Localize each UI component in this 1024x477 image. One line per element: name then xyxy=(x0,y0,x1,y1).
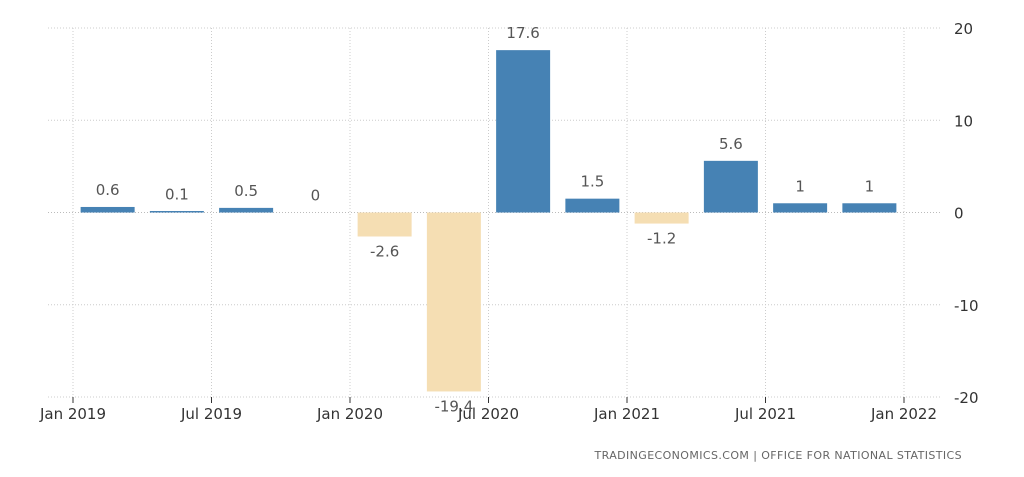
bar xyxy=(496,50,551,213)
x-tick-label: Jan 2022 xyxy=(870,405,937,423)
data-label: -2.6 xyxy=(370,242,399,260)
bars-group xyxy=(80,50,897,392)
y-tick-label: 20 xyxy=(954,20,973,38)
bar xyxy=(773,203,828,213)
y-tick-label: -10 xyxy=(954,297,979,315)
x-tick-label: Jul 2021 xyxy=(734,405,796,423)
y-tick-label: -20 xyxy=(954,389,979,407)
bar xyxy=(80,206,135,213)
bar xyxy=(426,212,481,392)
bar xyxy=(634,212,689,224)
data-label: 1.5 xyxy=(580,173,604,191)
source-footer: TRADINGECONOMICS.COM | OFFICE FOR NATION… xyxy=(594,449,962,462)
bar xyxy=(565,198,620,213)
y-axis: 20 10 0 -10 -20 xyxy=(954,20,979,407)
y-tick-label: 0 xyxy=(954,205,964,223)
x-tick-label: Jul 2020 xyxy=(457,405,519,423)
data-label: 0.6 xyxy=(96,181,120,199)
data-label: 17.6 xyxy=(506,24,539,42)
x-axis: Jan 2019 Jul 2019 Jan 2020 Jul 2020 Jan 2021… xyxy=(39,397,937,423)
bar xyxy=(149,211,204,213)
data-label: 0.5 xyxy=(234,182,258,200)
y-tick-label: 10 xyxy=(954,112,973,130)
bar xyxy=(703,160,758,213)
bar xyxy=(357,212,412,237)
data-label: 0.1 xyxy=(165,186,189,204)
data-label: 5.6 xyxy=(719,135,743,153)
data-label: 0 xyxy=(311,187,321,205)
x-tick-label: Jan 2019 xyxy=(39,405,106,423)
x-tick-label: Jan 2021 xyxy=(593,405,660,423)
bar xyxy=(219,207,274,213)
data-labels-group: 0.6 0.1 0.5 0 -2.6 -19.4 17.6 1.5 -1.2 5.6 1 1 xyxy=(96,24,874,415)
data-label: -19.4 xyxy=(434,397,473,415)
data-label: -1.2 xyxy=(647,230,676,248)
x-tick-label: Jul 2019 xyxy=(180,405,242,423)
data-label: 1 xyxy=(795,177,805,195)
bar xyxy=(842,203,897,213)
data-label: 1 xyxy=(865,177,875,195)
x-tick-label: Jan 2020 xyxy=(316,405,383,423)
